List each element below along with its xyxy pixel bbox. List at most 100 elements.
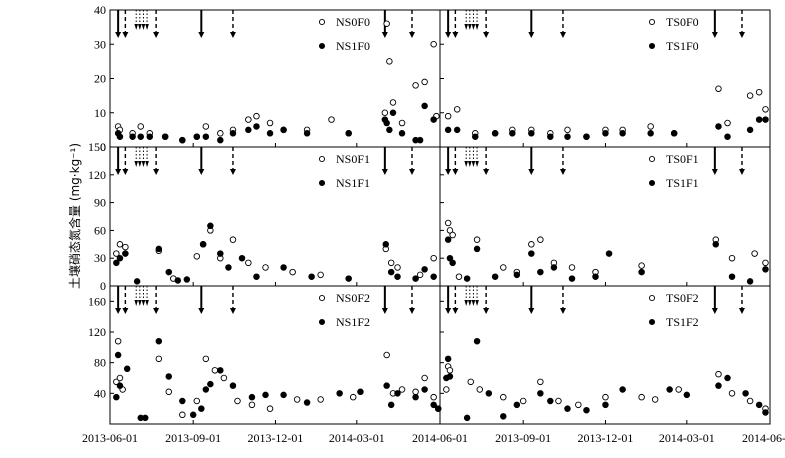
data-point-ts0f2 [575,401,582,409]
event-arrow-dotted-head [145,300,149,306]
legend-label: NS1F0 [336,39,370,53]
event-arrow-dashed-head [483,308,490,314]
data-point-ns1f1 [122,250,129,257]
event-arrow-dashed-head [153,308,160,314]
data-point-ts1f1 [473,245,481,253]
data-point-ns0f1 [193,253,201,260]
legend-marker [648,179,656,187]
data-point-ns0f0 [253,112,260,120]
data-point-ns0f0 [245,116,252,123]
data-point-ts1f0 [583,133,590,140]
data-point-ns1f2 [123,365,131,373]
event-arrow-dotted-head [145,161,149,167]
x-tick-label: 2013-06-01 [82,431,138,445]
data-point-ts1f2 [485,390,493,397]
event-arrow-dashed-head [122,308,129,314]
x-tick-label: 2014-03-01 [329,431,385,445]
event-arrow-solid-head [528,32,535,38]
legend-label: TS0F2 [666,291,699,305]
data-point-ts0f1 [444,219,452,227]
data-point-ns1f2 [394,390,401,397]
data-point-ns1f1 [174,277,182,284]
legend-marker [318,294,326,302]
data-point-ns0f2 [234,397,241,405]
data-point-ns0f1 [116,241,124,248]
event-arrow-solid-head [528,169,535,175]
data-point-ts0f1 [762,259,769,267]
data-point-ns1f0 [416,136,424,144]
data-point-ns0f2 [398,386,406,393]
data-point-ts0f2 [602,393,609,401]
data-point-ts1f0 [762,116,769,123]
data-point-ns1f1 [387,268,395,276]
data-point-ts1f2 [755,401,763,409]
data-point-ns1f0 [303,130,311,137]
legend-marker [648,18,656,26]
data-point-ns0f0 [430,41,437,48]
data-point-ts1f1 [513,271,521,279]
event-arrow-dashed-head [122,32,129,38]
x-tick-label: 2013-12-01 [577,431,633,445]
data-point-ns0f2 [202,355,210,363]
event-arrow-dotted-head [134,300,139,306]
data-point-ts1f1 [592,273,599,280]
data-point-ts0f2 [715,370,722,378]
data-point-ns1f1 [225,264,232,271]
data-point-ns1f2 [165,373,173,380]
data-point-ts0f1 [449,231,456,239]
event-arrow-dashed-head [483,32,490,38]
data-point-ts0f1 [446,227,454,234]
event-arrow-dotted-head [471,161,476,167]
data-point-ns0f2 [193,397,201,405]
data-point-ts1f1 [491,273,499,280]
event-arrow-dotted-head [134,24,139,30]
legend-marker [318,42,326,50]
legend-label: TS1F1 [666,176,699,190]
event-arrow-dashed-head [559,32,566,38]
event-arrow-dotted-head [475,161,479,167]
legend-label: NS0F2 [336,291,370,305]
data-point-ts1f2 [513,401,521,409]
data-point-ts0f2 [500,393,507,401]
x-tick-label: 2014-06-01 [742,431,785,445]
data-point-ns0f1 [245,259,252,267]
event-arrow-dotted-head [141,24,146,30]
data-point-ns1f2 [383,382,390,389]
data-point-ns1f2 [114,351,122,359]
data-point-ts1f1 [728,273,736,280]
data-point-ns1f1 [412,275,419,282]
event-arrow-dotted-head [464,161,469,167]
data-point-ts1f1 [449,259,456,267]
data-point-ns0f0 [389,99,397,106]
legend-label: TS1F0 [666,39,699,53]
event-arrow-dashed-head [738,32,745,38]
event-arrow-solid-head [115,308,122,314]
data-point-ts1f2 [500,413,507,420]
data-point-ns1f2 [207,380,214,388]
data-point-ns0f2 [220,374,228,382]
event-arrow-dotted-head [138,300,142,306]
event-arrow-dashed-head [559,169,566,175]
panel-frame [109,9,441,148]
event-arrow-solid-head [711,308,718,314]
data-point-ts1f1 [638,268,645,276]
event-arrow-dotted-head [475,24,479,30]
data-point-ns1f1 [183,276,191,283]
data-point-ts1f0 [647,130,654,137]
data-point-ts1f1 [446,254,454,262]
event-arrow-dashed-head [153,169,160,175]
data-point-ts1f0 [619,130,626,137]
data-point-ts1f0 [724,133,731,140]
data-point-ns1f1 [394,273,401,280]
y-tick-label: 0 [100,279,106,293]
panel-ts-f1: TS0F1 TS1F1 [439,146,771,287]
data-point-ts0f1 [638,262,645,269]
data-point-ns1f2 [142,414,149,422]
event-arrow-dashed-head [153,32,160,38]
event-arrow-dashed-head [559,308,566,314]
data-point-ts1f2 [666,386,673,393]
legend-marker [648,155,656,163]
event-arrow-solid-head [198,169,205,175]
data-point-ns0f2 [293,396,301,403]
x-tick-label: 2014-03-01 [659,431,715,445]
